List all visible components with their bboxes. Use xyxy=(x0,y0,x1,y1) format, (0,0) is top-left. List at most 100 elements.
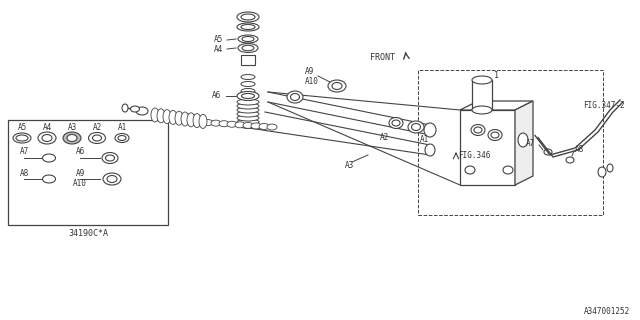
Ellipse shape xyxy=(237,23,259,31)
Ellipse shape xyxy=(193,114,201,128)
Ellipse shape xyxy=(598,167,606,177)
Ellipse shape xyxy=(235,122,245,128)
Text: FRONT: FRONT xyxy=(370,53,395,62)
Ellipse shape xyxy=(241,14,255,20)
Ellipse shape xyxy=(465,166,475,174)
Text: A4: A4 xyxy=(42,124,52,132)
Ellipse shape xyxy=(328,80,346,92)
Ellipse shape xyxy=(238,35,258,43)
Ellipse shape xyxy=(187,113,195,127)
Ellipse shape xyxy=(93,135,102,141)
Ellipse shape xyxy=(408,121,424,133)
Bar xyxy=(241,55,255,65)
Ellipse shape xyxy=(488,130,502,140)
Ellipse shape xyxy=(67,134,77,141)
Text: A6: A6 xyxy=(76,148,84,156)
Ellipse shape xyxy=(172,114,184,123)
Ellipse shape xyxy=(474,127,482,133)
Ellipse shape xyxy=(241,25,255,29)
Ellipse shape xyxy=(607,164,613,172)
Text: A5: A5 xyxy=(214,36,223,44)
Bar xyxy=(8,120,168,225)
Ellipse shape xyxy=(103,173,121,185)
Ellipse shape xyxy=(237,12,259,22)
Ellipse shape xyxy=(88,132,106,143)
Ellipse shape xyxy=(237,103,259,109)
Ellipse shape xyxy=(241,95,255,100)
Ellipse shape xyxy=(63,132,81,144)
Text: A7: A7 xyxy=(526,140,535,148)
Ellipse shape xyxy=(544,149,552,155)
Ellipse shape xyxy=(241,82,255,86)
Ellipse shape xyxy=(241,116,255,122)
Text: A8: A8 xyxy=(19,169,29,178)
Ellipse shape xyxy=(241,109,255,115)
Ellipse shape xyxy=(491,132,499,138)
Ellipse shape xyxy=(424,123,436,137)
Ellipse shape xyxy=(471,124,485,135)
Text: A3: A3 xyxy=(67,124,77,132)
Text: A2: A2 xyxy=(92,124,102,132)
Text: FIG.347-2: FIG.347-2 xyxy=(583,100,625,109)
Ellipse shape xyxy=(392,120,400,126)
Ellipse shape xyxy=(472,76,492,84)
Text: A2: A2 xyxy=(380,132,389,141)
Ellipse shape xyxy=(163,109,171,124)
Ellipse shape xyxy=(518,133,528,147)
Ellipse shape xyxy=(241,93,255,99)
Ellipse shape xyxy=(291,93,300,100)
Text: A347001252: A347001252 xyxy=(584,308,630,316)
Ellipse shape xyxy=(16,135,28,141)
Text: 1: 1 xyxy=(494,70,499,79)
Ellipse shape xyxy=(13,133,31,143)
Ellipse shape xyxy=(237,92,259,100)
Ellipse shape xyxy=(157,109,165,123)
Ellipse shape xyxy=(195,119,205,125)
Ellipse shape xyxy=(332,83,342,90)
Text: 34190C*A: 34190C*A xyxy=(68,229,108,238)
Bar xyxy=(472,80,492,110)
Ellipse shape xyxy=(237,99,259,105)
Text: A6: A6 xyxy=(212,92,221,100)
Text: A9: A9 xyxy=(76,169,84,178)
Ellipse shape xyxy=(412,124,420,131)
Ellipse shape xyxy=(267,124,277,130)
Ellipse shape xyxy=(181,112,189,126)
Text: A5: A5 xyxy=(17,124,27,132)
Text: A9: A9 xyxy=(305,68,314,76)
Ellipse shape xyxy=(175,116,182,121)
Text: A10: A10 xyxy=(305,77,319,86)
Ellipse shape xyxy=(175,111,183,125)
Ellipse shape xyxy=(566,157,574,163)
Ellipse shape xyxy=(389,117,403,129)
Ellipse shape xyxy=(38,132,56,144)
Ellipse shape xyxy=(237,119,259,125)
Text: A10: A10 xyxy=(73,179,87,188)
Ellipse shape xyxy=(259,124,269,130)
Ellipse shape xyxy=(42,134,52,141)
Text: A3: A3 xyxy=(345,161,355,170)
Ellipse shape xyxy=(107,175,117,182)
Ellipse shape xyxy=(115,133,129,142)
Bar xyxy=(418,70,603,215)
Ellipse shape xyxy=(227,121,237,127)
Ellipse shape xyxy=(203,120,213,125)
Ellipse shape xyxy=(151,108,159,122)
Ellipse shape xyxy=(243,122,253,128)
Ellipse shape xyxy=(242,45,254,51)
Text: A8: A8 xyxy=(575,146,584,155)
Text: A4: A4 xyxy=(214,44,223,53)
Ellipse shape xyxy=(238,44,258,52)
Ellipse shape xyxy=(241,89,255,93)
Ellipse shape xyxy=(472,106,492,114)
Ellipse shape xyxy=(241,124,255,129)
Ellipse shape xyxy=(241,75,255,79)
Ellipse shape xyxy=(131,106,140,112)
Ellipse shape xyxy=(287,91,303,103)
Ellipse shape xyxy=(186,116,194,122)
Ellipse shape xyxy=(503,166,513,174)
Ellipse shape xyxy=(219,121,229,127)
Ellipse shape xyxy=(122,104,128,112)
Ellipse shape xyxy=(102,153,118,164)
Ellipse shape xyxy=(425,144,435,156)
